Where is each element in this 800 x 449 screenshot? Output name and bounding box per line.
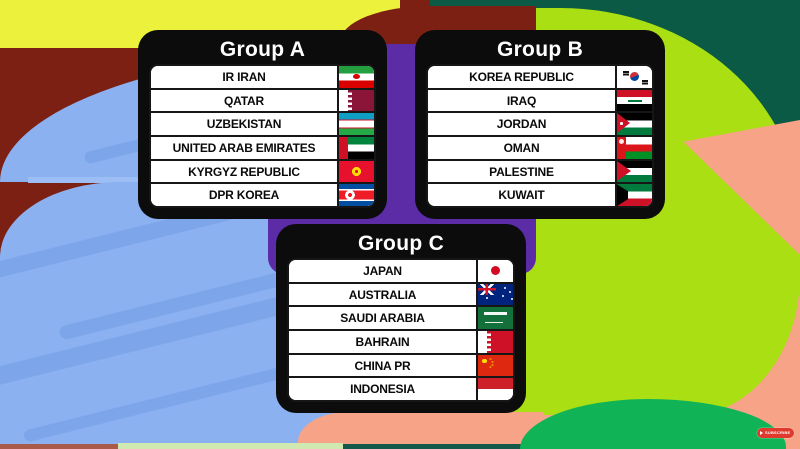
- china-pr-flag-icon: [476, 354, 513, 377]
- play-icon: [760, 431, 763, 435]
- team-row: JAPAN: [289, 260, 513, 284]
- group-a-roster: IR IRAN QATAR UZBEKISTAN UNITED ARAB EMI…: [149, 64, 376, 208]
- team-row: PALESTINE: [428, 160, 652, 185]
- uae-flag-icon: [337, 137, 374, 159]
- bg-strip-red: [0, 444, 118, 449]
- bg-strip-sage: [118, 443, 343, 449]
- team-row: KOREA REPUBLIC: [428, 66, 652, 90]
- korea-republic-flag-icon: [615, 66, 652, 88]
- team-name: BAHRAIN: [355, 334, 410, 349]
- team-row: BAHRAIN: [289, 331, 513, 355]
- oman-flag-icon: [615, 137, 652, 159]
- team-name: QATAR: [224, 93, 264, 108]
- team-row: KUWAIT: [428, 184, 652, 206]
- bahrain-flag-icon: [476, 331, 513, 353]
- team-name: AUSTRALIA: [348, 287, 417, 302]
- kuwait-flag-icon: [615, 184, 652, 206]
- team-row: UZBEKISTAN: [151, 113, 374, 138]
- kyrgyz-republic-flag-icon: [337, 160, 374, 183]
- iran-flag-icon: [337, 66, 374, 88]
- subscribe-button[interactable]: SUBSCRIBE: [757, 428, 794, 438]
- group-b-roster: KOREA REPUBLIC IRAQ JORDAN OMAN PALESTIN…: [426, 64, 654, 208]
- team-row: QATAR: [151, 89, 374, 114]
- team-name: OMAN: [503, 140, 540, 155]
- group-c-title: Group C: [357, 232, 445, 255]
- group-b-panel: Group B KOREA REPUBLIC IRAQ JORDAN OMAN …: [415, 30, 665, 219]
- subscribe-label: SUBSCRIBE: [765, 430, 791, 435]
- team-name: IR IRAN: [222, 69, 266, 84]
- team-name: KOREA REPUBLIC: [469, 69, 574, 84]
- team-row: IR IRAN: [151, 66, 374, 90]
- team-row: AUSTRALIA: [289, 283, 513, 308]
- bg-swoosh: [22, 363, 298, 443]
- team-row: IRAQ: [428, 89, 652, 114]
- team-name: SAUDI ARABIA: [340, 311, 425, 326]
- team-name: DPR KOREA: [208, 188, 280, 203]
- qatar-flag-icon: [337, 89, 374, 112]
- group-a-title: Group A: [219, 38, 306, 61]
- iraq-flag-icon: [615, 89, 652, 112]
- team-row: OMAN: [428, 137, 652, 161]
- team-name: INDONESIA: [350, 382, 415, 397]
- uzbekistan-flag-icon: [337, 113, 374, 136]
- team-row: INDONESIA: [289, 378, 513, 400]
- team-name: IRAQ: [506, 93, 537, 108]
- group-b-title: Group B: [496, 38, 584, 61]
- indonesia-flag-icon: [476, 378, 513, 400]
- bg-shape-salmon-bottom: [298, 412, 543, 449]
- team-name: PALESTINE: [489, 164, 554, 179]
- group-c-roster: JAPAN AUSTRALIA SAUDI ARABIA BAHRAIN CHI…: [287, 258, 515, 402]
- group-c-panel: Group C JAPAN AUSTRALIA SAUDI ARABIA BAH…: [276, 224, 526, 413]
- japan-flag-icon: [476, 260, 513, 282]
- team-name: JAPAN: [363, 263, 402, 278]
- team-name: JORDAN: [496, 117, 547, 132]
- team-row: KYRGYZ REPUBLIC: [151, 160, 374, 185]
- australia-flag-icon: [476, 283, 513, 306]
- team-row: CHINA PR: [289, 354, 513, 379]
- team-row: DPR KOREA: [151, 184, 374, 206]
- team-row: SAUDI ARABIA: [289, 307, 513, 332]
- saudi-arabia-flag-icon: [476, 307, 513, 330]
- bg-strip-teal: [343, 444, 540, 449]
- dpr-korea-flag-icon: [337, 184, 374, 206]
- palestine-flag-icon: [615, 160, 652, 183]
- team-name: UZBEKISTAN: [206, 117, 282, 132]
- team-row: JORDAN: [428, 113, 652, 138]
- team-name: KYRGYZ REPUBLIC: [188, 164, 300, 179]
- team-row: UNITED ARAB EMIRATES: [151, 137, 374, 161]
- jordan-flag-icon: [615, 113, 652, 136]
- team-name: UNITED ARAB EMIRATES: [172, 140, 316, 155]
- team-name: KUWAIT: [498, 188, 545, 203]
- team-name: CHINA PR: [354, 358, 411, 373]
- group-a-panel: Group A IR IRAN QATAR UZBEKISTAN UNITED …: [138, 30, 387, 219]
